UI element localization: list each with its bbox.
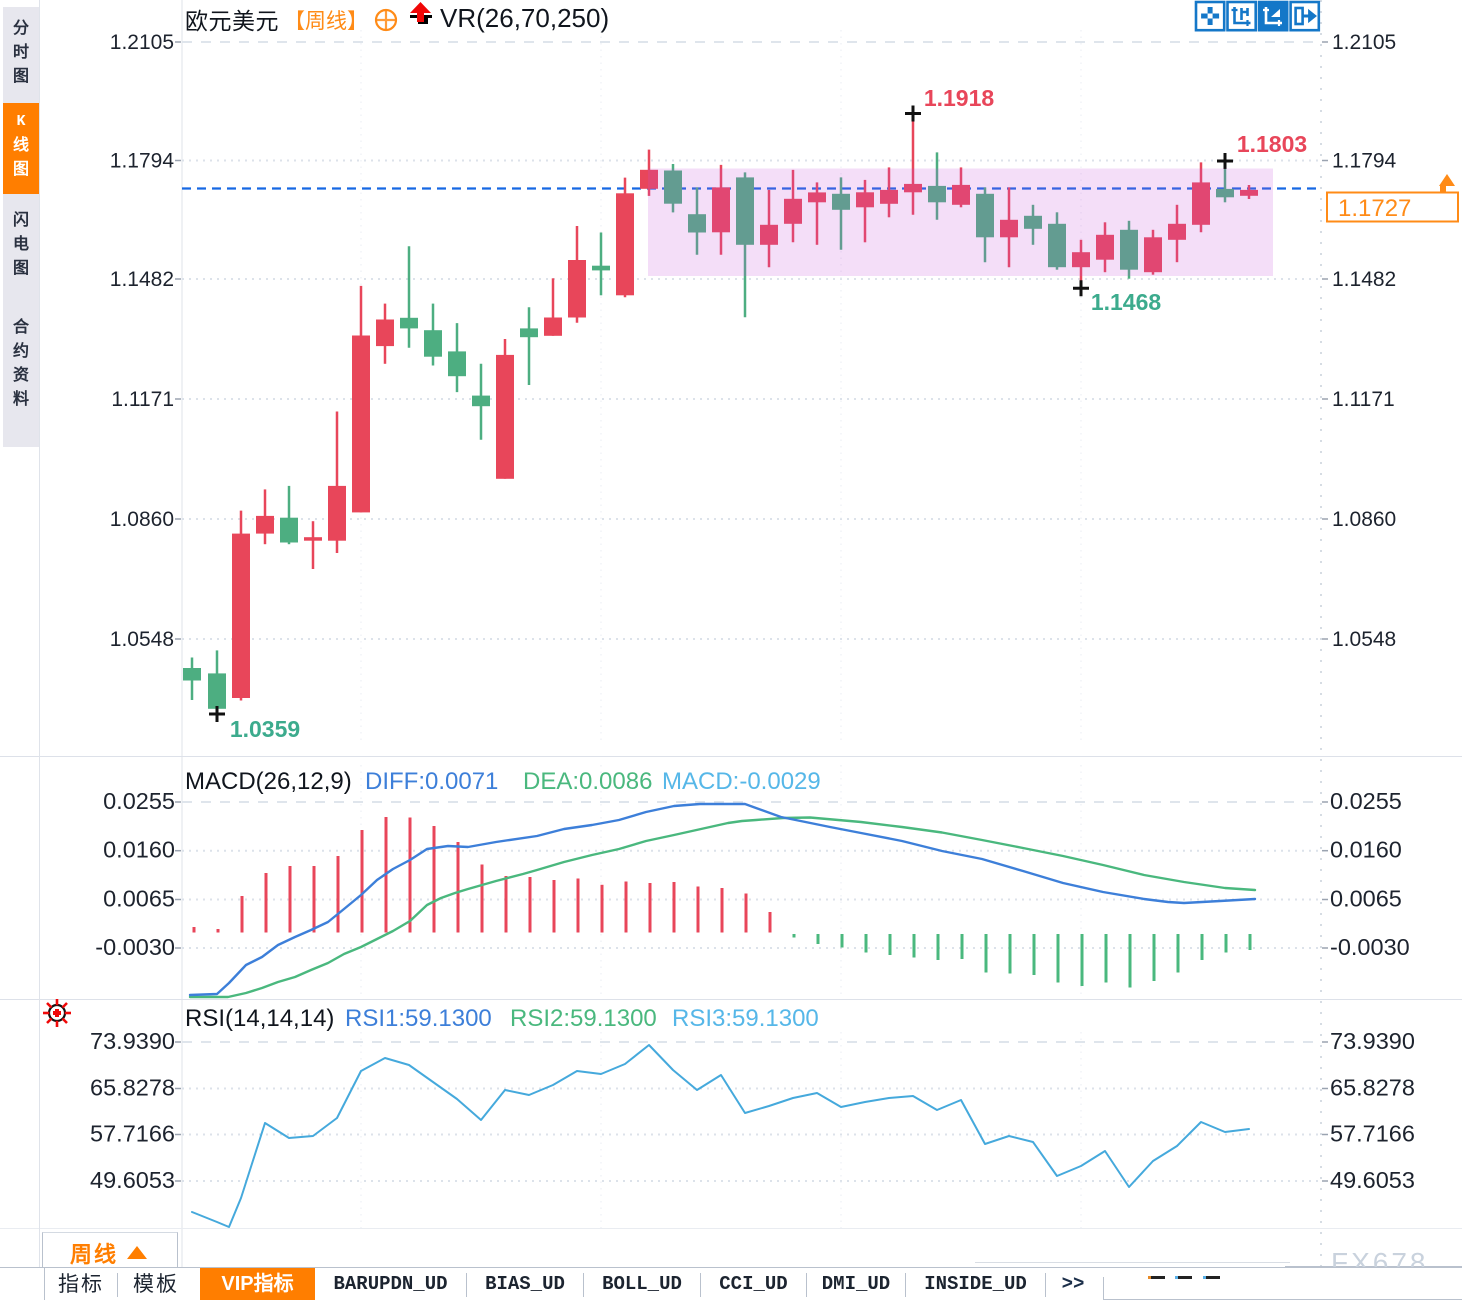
svg-text:65.8278: 65.8278	[1330, 1075, 1415, 1101]
svg-text:65.8278: 65.8278	[90, 1075, 175, 1101]
svg-text:1.1171: 1.1171	[111, 388, 174, 411]
svg-text:1.1918: 1.1918	[924, 85, 995, 111]
svg-text:【周线】: 【周线】	[284, 10, 368, 33]
svg-text:0.0255: 0.0255	[103, 788, 175, 814]
svg-text:1.1482: 1.1482	[110, 268, 174, 291]
svg-text:RSI(14,14,14): RSI(14,14,14)	[185, 1005, 334, 1032]
svg-text:1.2105: 1.2105	[1332, 31, 1396, 54]
svg-text:57.7166: 57.7166	[1330, 1121, 1415, 1147]
svg-text:1.0359: 1.0359	[230, 716, 300, 742]
svg-text:0.0065: 0.0065	[103, 886, 175, 912]
svg-text:RSI2:59.1300: RSI2:59.1300	[510, 1005, 657, 1032]
svg-text:DIFF:0.0071: DIFF:0.0071	[365, 768, 498, 795]
svg-text:49.6053: 49.6053	[90, 1167, 175, 1193]
svg-text:0.0160: 0.0160	[1330, 837, 1402, 863]
svg-text:MACD:-0.0029: MACD:-0.0029	[662, 768, 821, 795]
svg-text:0.0160: 0.0160	[103, 837, 175, 863]
svg-text:0.0255: 0.0255	[1330, 788, 1402, 814]
svg-text:欧元美元: 欧元美元	[185, 8, 279, 34]
svg-text:1.2105: 1.2105	[110, 31, 174, 54]
svg-text:1.1794: 1.1794	[110, 150, 175, 173]
svg-text:73.9390: 73.9390	[90, 1028, 175, 1054]
svg-text:1.1482: 1.1482	[1332, 268, 1396, 291]
svg-text:-0.0030: -0.0030	[1330, 934, 1410, 960]
svg-text:0.0065: 0.0065	[1330, 886, 1402, 912]
svg-text:1.0860: 1.0860	[1332, 508, 1396, 531]
svg-text:1.1803: 1.1803	[1237, 131, 1307, 157]
svg-text:49.6053: 49.6053	[1330, 1167, 1415, 1193]
svg-text:57.7166: 57.7166	[90, 1121, 175, 1147]
svg-text:1.0860: 1.0860	[110, 508, 174, 531]
svg-text:1.1171: 1.1171	[1332, 388, 1395, 411]
svg-text:1.1794: 1.1794	[1332, 150, 1397, 173]
svg-text:VR(26,70,250): VR(26,70,250)	[440, 3, 609, 33]
svg-text:73.9390: 73.9390	[1330, 1028, 1415, 1054]
svg-text:RSI1:59.1300: RSI1:59.1300	[345, 1005, 492, 1032]
svg-text:1.0548: 1.0548	[1332, 628, 1396, 651]
svg-text:-0.0030: -0.0030	[95, 934, 175, 960]
svg-text:1.0548: 1.0548	[110, 628, 174, 651]
svg-text:RSI3:59.1300: RSI3:59.1300	[672, 1005, 819, 1032]
svg-text:DEA:0.0086: DEA:0.0086	[523, 768, 652, 795]
svg-text:1.1727: 1.1727	[1338, 195, 1411, 222]
svg-text:1.1468: 1.1468	[1091, 289, 1162, 315]
svg-text:MACD(26,12,9): MACD(26,12,9)	[185, 768, 352, 795]
